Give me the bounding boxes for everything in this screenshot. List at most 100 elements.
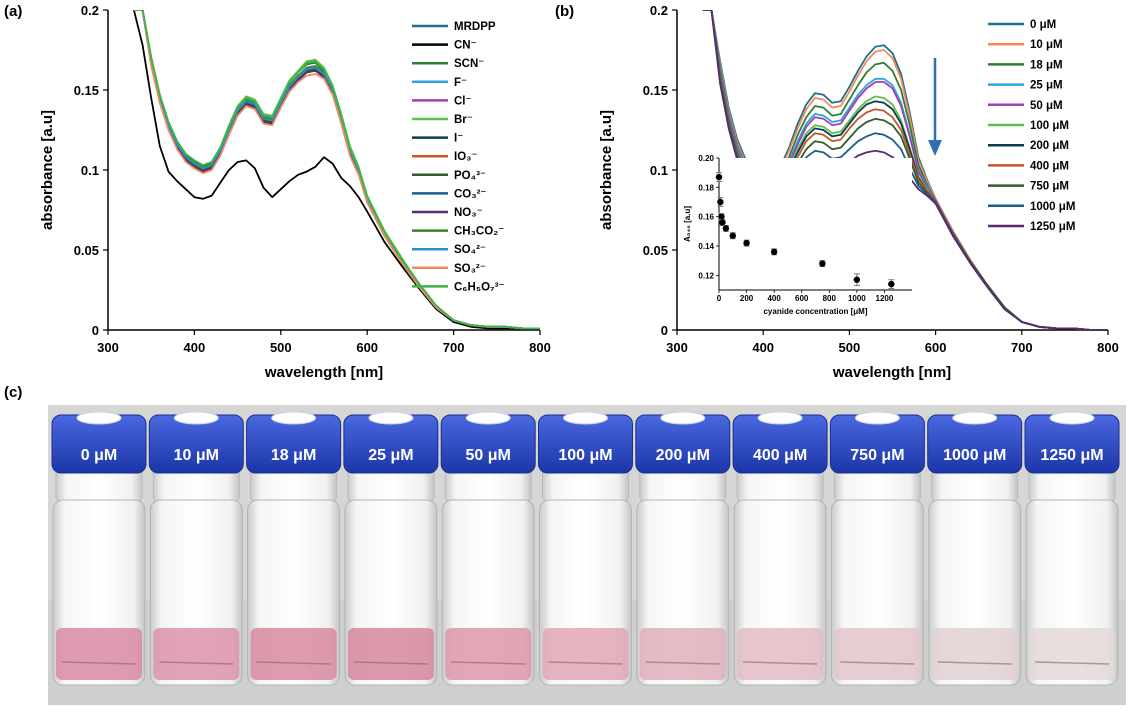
inset-x-tick-label: 1000 [848, 294, 866, 303]
chart-a-series [133, 10, 540, 330]
inset-y-tick-label: 0.14 [698, 242, 714, 251]
vial-meniscus [937, 661, 1012, 665]
vial: 18 μM [246, 411, 342, 686]
chart-a-legend-label: Cl⁻ [454, 95, 472, 107]
vial-label: 750 μM [850, 447, 904, 464]
vial: 400 μM [732, 411, 828, 686]
vial-meniscus [840, 661, 915, 665]
panel-a-label: (a) [4, 3, 22, 20]
chart-a-y-tick-label: 0 [92, 323, 99, 338]
vial: 25 μM [343, 411, 439, 686]
inset-data-point [715, 173, 723, 181]
chart-b-legend-label: 0 μM [1030, 19, 1056, 31]
vial-meniscus [61, 661, 137, 665]
vial-solution [250, 628, 337, 680]
inset-data-point [717, 198, 724, 206]
inset-x-title: cyanide concentration [μM] [763, 307, 867, 316]
chart-b-x-tick-label: 400 [752, 340, 774, 355]
vial-solution [542, 628, 629, 680]
chart-a-y-tick-label: 0.2 [81, 3, 99, 18]
chart-b-legend-label: 1250 μM [1030, 221, 1075, 233]
vial-solution [737, 628, 824, 680]
chart-a-x-tick-label: 500 [270, 340, 292, 355]
chart-a-series-line [133, 10, 540, 330]
chart-a-legend-label: CN⁻ [454, 40, 477, 52]
chart-b-x-tick-label: 500 [839, 340, 861, 355]
chart-b-y-tick-label: 0.05 [643, 243, 668, 258]
chart-b-ticks: 300 400 500 600 700 800 0 0.05 0.1 0.15 0.2 [643, 3, 1119, 355]
chart-b-legend-label: 400 μM [1030, 160, 1069, 172]
vial-meniscus [548, 661, 623, 665]
vial-label: 1250 μM [1040, 447, 1103, 464]
inset-x-tick-label: 200 [740, 294, 754, 303]
chart-a-ticks: 300 400 500 600 700 800 0 0.05 0.1 0.15 0.2 [74, 3, 551, 355]
chart-a-legend-label: MRDPP [454, 21, 496, 33]
chart-b: 300 400 500 600 700 800 0 0.05 0.1 0.15 0.2 0 μM 10… [598, 3, 1119, 381]
chart-a-legend-label: SO₄²⁻ [454, 244, 486, 256]
panel-c-label: (c) [4, 384, 22, 401]
vial-label: 18 μM [271, 447, 316, 464]
chart-a-x-tick-label: 600 [356, 340, 378, 355]
vial-septum [368, 411, 414, 425]
vial-meniscus [256, 661, 331, 665]
chart-a-legend-label: Br⁻ [454, 114, 473, 126]
chart-a-x-tick-label: 300 [97, 340, 119, 355]
inset-y-tick-label: 0.12 [698, 271, 714, 280]
vial: 100 μM [538, 411, 633, 686]
vial-septum [1049, 411, 1095, 425]
inset-data-point [853, 276, 861, 283]
vial-septum [271, 411, 317, 425]
vial-label: 50 μM [466, 447, 511, 464]
chart-b-x-tick-label: 800 [1097, 340, 1119, 355]
chart-a-legend-label: NO₃⁻ [454, 207, 483, 219]
vial-solution [834, 628, 921, 680]
inset-data-point [819, 260, 826, 267]
vial-meniscus [353, 661, 428, 665]
vial-label: 1000 μM [943, 447, 1006, 464]
chart-b-y-title: absorbance [a.u] [598, 110, 615, 230]
inset-y-tick-label: 0.18 [698, 183, 714, 192]
inset-y-tick-label: 0.20 [698, 154, 714, 163]
chart-b-legend-label: 10 μM [1030, 39, 1063, 51]
chart-b-legend-label: 200 μM [1030, 140, 1069, 152]
vial-label: 400 μM [753, 447, 807, 464]
chart-b-legend-label: 50 μM [1030, 100, 1063, 112]
chart-a-x-tick-label: 800 [529, 340, 551, 355]
inset-data-point [743, 239, 750, 247]
chart-a-legend-label: C₆H₅O₇³⁻ [454, 281, 505, 293]
vials-photo: 0 μM 10 μM 18 μM 25 μM 50 μM 100 μM 200 μM 400 … [48, 405, 1126, 705]
chart-b-x-tick-label: 300 [666, 340, 688, 355]
inset-background [719, 158, 912, 290]
chart-a-y-title: absorbance [a.u] [39, 110, 56, 230]
inset-x-tick-label: 1200 [876, 294, 894, 303]
chart-a: 300 400 500 600 700 800 0 0.05 0.1 0.15 0.2 MRDPP C… [39, 3, 551, 381]
chart-b-y-tick-label: 0.15 [643, 83, 668, 98]
vial-label: 100 μM [558, 447, 612, 464]
chart-a-legend-label: CO₃²⁻ [454, 188, 486, 200]
chart-a-y-tick-label: 0.1 [81, 163, 99, 178]
chart-a-x-title: wavelength [nm] [264, 364, 383, 381]
vial-septum [563, 411, 608, 425]
vial-septum [952, 411, 998, 425]
inset-data-point [729, 232, 736, 239]
inset-data-point [770, 248, 778, 256]
vial-solution [347, 628, 434, 680]
chart-a-legend-label: F⁻ [454, 77, 467, 89]
vial-septum [854, 411, 900, 425]
chart-b-legend-label: 18 μM [1030, 59, 1063, 71]
vial-septum [465, 411, 511, 425]
chart-a-legend-label: PO₄³⁻ [454, 170, 486, 182]
vial-meniscus [743, 661, 818, 665]
chart-a-legend-label: IO₃⁻ [454, 151, 478, 163]
chart-b-legend-label: 750 μM [1030, 181, 1069, 193]
vial-row: 0 μM 10 μM 18 μM 25 μM 50 μM 100 μM 200 μM 400 … [51, 411, 1120, 686]
chart-a-y-tick-label: 0.15 [74, 83, 99, 98]
vial: 10 μM [148, 411, 244, 686]
chart-a-series-line [133, 10, 540, 330]
chart-a-legend: MRDPP CN⁻ SCN⁻ F⁻ Cl⁻ Br⁻ I⁻ IO₃⁻ PO₄³⁻ CO₃²⁻ NO₃⁻… [412, 21, 505, 293]
chart-a-y-tick-label: 0.05 [74, 243, 99, 258]
vial-meniscus [159, 661, 234, 665]
vial-septum [660, 411, 706, 425]
vial-septum [757, 411, 803, 425]
vial-meniscus [1034, 661, 1110, 665]
